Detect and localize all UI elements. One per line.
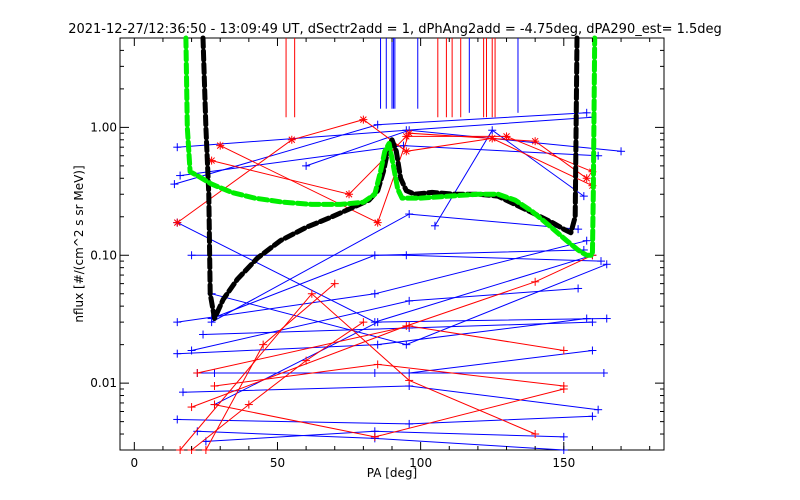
data-point-plus	[302, 161, 311, 170]
data-point-plus	[405, 419, 414, 428]
y-tick-label: 0.01	[90, 376, 117, 390]
data-point-plus	[574, 284, 583, 293]
data-point-plus	[582, 108, 591, 117]
data-point-plus	[173, 349, 182, 358]
data-point-plus	[173, 143, 182, 152]
data-point-plus	[193, 427, 202, 436]
data-point-plus	[588, 346, 597, 355]
data-point-plus	[302, 356, 311, 365]
y-tick-label: 0.10	[90, 248, 117, 262]
data-point-plus	[588, 318, 597, 327]
series-line	[214, 363, 564, 387]
data-point-plus	[405, 210, 414, 219]
data-point-plus	[405, 321, 414, 330]
x-axis-label: PA [deg]	[367, 466, 417, 480]
data-point-plus	[173, 318, 182, 327]
data-point-plus	[602, 260, 611, 269]
data-point-plus	[574, 225, 583, 234]
data-point-plus	[187, 346, 196, 355]
series-line	[214, 350, 593, 374]
y-axis-label: nflux [#/(cm^2 s sr MeV)]	[72, 165, 86, 322]
data-point-plus	[370, 318, 379, 327]
x-tick-label: 150	[552, 456, 575, 470]
vertical-markers	[285, 38, 519, 118]
data-point-plus	[210, 381, 219, 390]
data-point-plus	[370, 289, 379, 298]
x-tick-label: 0	[130, 456, 138, 470]
data-point-plus	[359, 318, 368, 327]
data-point-plus	[187, 251, 196, 260]
data-point-plus	[405, 369, 414, 378]
data-point-plus	[617, 147, 626, 156]
data-point-plus	[579, 192, 588, 201]
data-point-plus	[531, 430, 540, 439]
data-point-star	[359, 115, 368, 124]
data-point-plus	[176, 171, 185, 180]
series-line	[191, 254, 593, 408]
data-point-plus	[307, 289, 316, 298]
x-tick-label: 50	[270, 456, 285, 470]
data-point-plus	[187, 403, 196, 412]
data-point-plus	[373, 340, 382, 349]
data-point-plus	[373, 120, 382, 129]
data-point-plus	[594, 405, 603, 414]
x-axis: 0 50 100 150	[130, 38, 651, 470]
data-point-plus	[430, 221, 439, 230]
data-point-plus	[588, 412, 597, 421]
x-tick-label: 100	[409, 456, 432, 470]
data-point-star	[405, 129, 414, 138]
data-point-plus	[559, 346, 568, 355]
data-point-plus	[531, 277, 540, 286]
data-point-plus	[178, 388, 187, 397]
data-point-plus	[210, 400, 219, 409]
data-point-plus	[402, 340, 411, 349]
data-point-plus	[199, 330, 208, 339]
data-point-plus	[259, 340, 268, 349]
data-point-plus	[402, 251, 411, 260]
data-point-plus	[193, 369, 202, 378]
model-fit-curve	[183, 35, 598, 258]
model-fit-curve	[200, 35, 580, 321]
data-point-plus	[373, 360, 382, 369]
data-point-plus	[330, 279, 339, 288]
data-point-plus	[599, 369, 608, 378]
data-point-star	[402, 147, 411, 156]
data-point-plus	[597, 257, 606, 266]
data-point-plus	[405, 296, 414, 305]
data-point-star	[582, 174, 591, 183]
series-line	[197, 430, 564, 451]
series-line	[214, 388, 564, 438]
series-line	[191, 321, 364, 451]
series-line	[205, 430, 564, 442]
data-point-plus	[559, 432, 568, 441]
data-point-plus	[559, 384, 568, 393]
data-point-star	[345, 190, 354, 199]
data-point-plus	[370, 432, 379, 441]
data-point-plus	[201, 446, 210, 454]
y-tick-label: 1.00	[90, 120, 117, 134]
data-point-star	[173, 218, 182, 227]
data-point-plus	[405, 376, 414, 385]
y-axis: 0.01 0.10 1.00	[90, 37, 664, 451]
data-point-plus	[173, 415, 182, 424]
data-point-plus	[488, 126, 497, 135]
chart-title: 2021-12-27/12:36:50 - 13:09:49 UT, dSect…	[68, 22, 722, 37]
series-line	[434, 129, 585, 227]
data-point-plus	[170, 180, 179, 189]
data-point-star	[531, 137, 540, 146]
series-line	[177, 119, 593, 224]
data-point-star	[287, 135, 296, 144]
data-point-plus	[176, 446, 185, 454]
series-line	[177, 415, 593, 425]
data-point-plus	[210, 369, 219, 378]
series-line	[179, 293, 536, 451]
data-series	[170, 35, 626, 454]
data-point-plus	[602, 314, 611, 323]
data-point-star	[216, 141, 225, 150]
data-point-plus	[582, 236, 591, 245]
data-point-plus	[244, 400, 253, 409]
data-point-star	[373, 218, 382, 227]
